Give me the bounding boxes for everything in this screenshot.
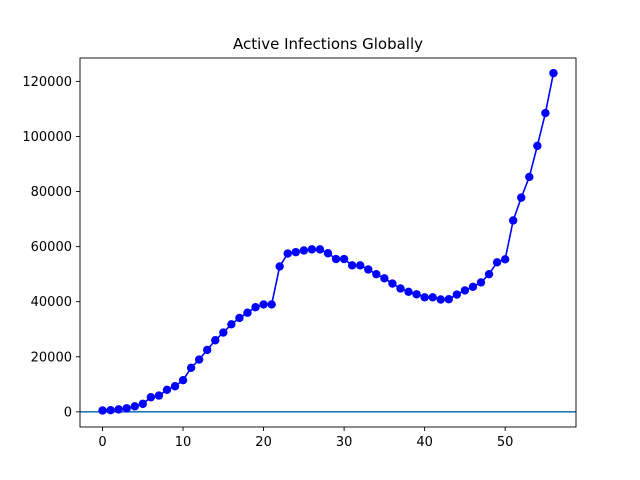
data-point — [388, 279, 397, 288]
chart-title: Active Infections Globally — [233, 35, 423, 53]
x-tick-label: 20 — [255, 435, 272, 450]
data-point — [243, 308, 252, 317]
data-point — [372, 269, 381, 279]
x-tick-label: 40 — [416, 435, 433, 450]
data-point — [500, 255, 510, 264]
x-tick-label: 10 — [175, 435, 192, 450]
data-point — [203, 345, 212, 355]
data-point — [307, 245, 317, 254]
data-point — [484, 269, 494, 279]
x-tick-label: 50 — [497, 435, 514, 450]
data-point — [138, 399, 148, 409]
axes-frame — [79, 57, 577, 428]
data-point — [404, 287, 413, 296]
data-point — [194, 355, 204, 364]
data-point — [98, 406, 107, 415]
data-point — [315, 245, 325, 254]
y-tick-label: 100000 — [22, 130, 72, 145]
data-point — [380, 274, 389, 283]
data-point — [396, 284, 405, 293]
data-point — [186, 363, 196, 372]
x-tick-label: 0 — [98, 435, 106, 450]
data-point — [356, 261, 365, 270]
data-point — [291, 247, 300, 257]
data-point — [492, 258, 502, 267]
data-point — [428, 293, 437, 302]
data-point — [178, 375, 188, 385]
y-tick-label: 40000 — [31, 295, 72, 310]
data-point — [122, 404, 131, 413]
data-point — [251, 303, 260, 312]
data-point — [508, 216, 518, 225]
data-point — [436, 295, 445, 304]
y-tick-label: 20000 — [31, 350, 72, 365]
data-point — [219, 328, 228, 337]
data-point — [331, 254, 341, 264]
data-point — [444, 295, 453, 304]
data-point — [283, 249, 292, 258]
y-tick-label: 80000 — [31, 185, 72, 200]
data-point — [114, 405, 123, 414]
data-point — [162, 385, 172, 395]
data-point — [154, 391, 164, 400]
data-point — [452, 290, 462, 299]
data-point — [460, 286, 470, 295]
data-point — [299, 246, 309, 255]
data-point — [323, 249, 333, 258]
data-point — [130, 402, 139, 411]
data-point — [517, 193, 526, 202]
data-point — [533, 141, 542, 151]
data-point — [146, 393, 156, 402]
data-point — [476, 278, 486, 287]
y-tick-label: 120000 — [22, 75, 72, 90]
data-point — [339, 254, 349, 264]
data-point — [227, 320, 236, 329]
data-point — [549, 68, 558, 78]
data-point — [364, 265, 373, 274]
x-tick-label: 30 — [336, 435, 353, 450]
data-point — [468, 282, 478, 292]
data-point — [525, 172, 534, 182]
data-point — [347, 261, 357, 270]
data-point — [259, 300, 268, 309]
y-tick-label: 60000 — [31, 240, 72, 255]
data-point — [420, 293, 429, 302]
data-point — [267, 300, 276, 309]
data-point — [541, 108, 550, 118]
y-tick-label: 0 — [64, 405, 72, 420]
data-point — [412, 290, 421, 299]
data-point — [106, 406, 115, 415]
data-point — [275, 262, 284, 271]
data-point — [170, 382, 180, 391]
plot-area: 0 10 20 30 40 50 0 20000 40000 60000 80000 100000 12… — [22, 57, 577, 450]
data-point — [235, 313, 244, 323]
data-point — [211, 336, 220, 345]
